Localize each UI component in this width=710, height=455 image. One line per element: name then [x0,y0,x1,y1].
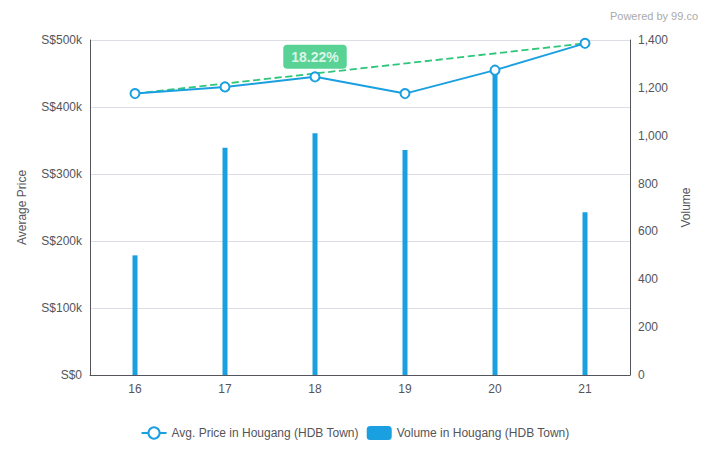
svg-text:21: 21 [578,382,592,396]
svg-text:Powered by 99.co: Powered by 99.co [610,10,698,22]
svg-text:S$300k: S$300k [41,167,83,181]
svg-text:S$400k: S$400k [41,100,83,114]
svg-text:400: 400 [638,272,658,286]
svg-text:1,000: 1,000 [638,129,668,143]
svg-text:19: 19 [398,382,412,396]
svg-text:20: 20 [488,382,502,396]
svg-text:Volume: Volume [679,187,693,227]
svg-text:Avg. Price in Hougang (HDB Tow: Avg. Price in Hougang (HDB Town) [172,426,359,440]
svg-text:16: 16 [128,382,142,396]
svg-text:S$500k: S$500k [41,33,83,47]
svg-text:600: 600 [638,224,658,238]
svg-text:S$0: S$0 [61,368,83,382]
svg-text:Average Price: Average Price [15,170,29,245]
svg-text:1,200: 1,200 [638,81,668,95]
svg-text:S$200k: S$200k [41,234,83,248]
svg-text:1,400: 1,400 [638,33,668,47]
svg-text:800: 800 [638,177,658,191]
svg-text:17: 17 [218,382,232,396]
svg-text:Volume in Hougang (HDB Town): Volume in Hougang (HDB Town) [397,426,570,440]
svg-text:18.22%: 18.22% [291,49,339,65]
svg-text:200: 200 [638,320,658,334]
svg-text:18: 18 [308,382,322,396]
svg-text:0: 0 [638,368,645,382]
svg-text:S$100k: S$100k [41,301,83,315]
